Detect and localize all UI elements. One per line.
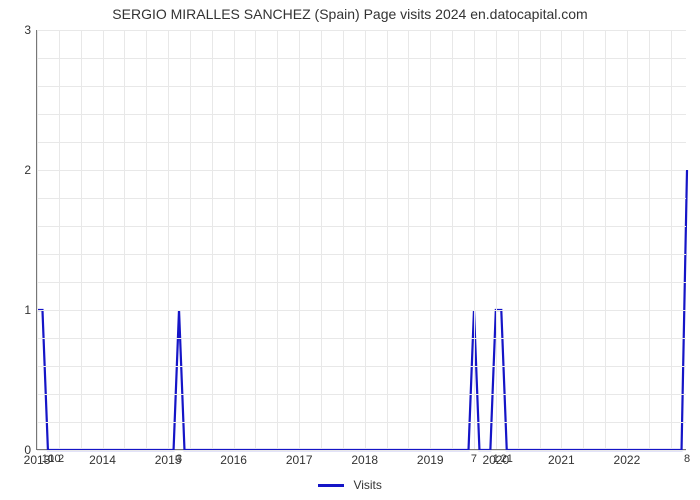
x-tick-label: 2022 [614,449,641,467]
gridline-v [190,30,191,449]
gridline-v [277,30,278,449]
gridline-v [255,30,256,449]
gridline-v [649,30,650,449]
y-tick-label: 1 [24,303,37,317]
gridline-h [37,282,686,283]
gridline-v [387,30,388,449]
y-tick-label: 3 [24,23,37,37]
gridline-v [103,30,104,449]
gridline-h [37,142,686,143]
gridline-v [474,30,475,449]
gridline-v [321,30,322,449]
gridline-h [37,226,686,227]
x-tick-label: 2019 [417,449,444,467]
gridline-v [59,30,60,449]
gridline-h [37,422,686,423]
y-tick-label: 2 [24,163,37,177]
gridline-v [343,30,344,449]
visits-line [37,30,687,450]
x-tick-label: 2021 [548,449,575,467]
x-tick-label: 2014 [89,449,116,467]
gridline-v [540,30,541,449]
gridline-h [37,30,686,31]
x-value-label: 8 [684,449,690,465]
gridline-v [37,30,38,449]
chart-container: SERGIO MIRALLES SANCHEZ (Spain) Page vis… [0,0,700,500]
gridline-h [37,310,686,311]
gridline-v [124,30,125,449]
gridline-v [168,30,169,449]
x-tick-label: 2017 [286,449,313,467]
plot-area: 0123201320142015201620172018201920202021… [36,30,686,450]
chart-title: SERGIO MIRALLES SANCHEZ (Spain) Page vis… [0,6,700,22]
gridline-v [627,30,628,449]
gridline-v [299,30,300,449]
x-value-label: 3 [176,449,182,465]
gridline-v [408,30,409,449]
x-tick-label: 2018 [351,449,378,467]
gridline-h [37,198,686,199]
gridline-h [37,58,686,59]
gridline-h [37,86,686,87]
gridline-h [37,114,686,115]
gridline-v [234,30,235,449]
gridline-v [452,30,453,449]
x-tick-label: 2016 [220,449,247,467]
gridline-h [37,338,686,339]
gridline-v [81,30,82,449]
gridline-v [430,30,431,449]
gridline-h [37,366,686,367]
gridline-v [146,30,147,449]
x-value-label: 1 [493,449,499,465]
gridline-v [605,30,606,449]
gridline-v [212,30,213,449]
legend-swatch [318,484,344,487]
gridline-v [496,30,497,449]
gridline-v [365,30,366,449]
legend: Visits [0,478,700,492]
gridline-v [671,30,672,449]
x-value-label: 2 [58,449,64,465]
gridline-v [561,30,562,449]
legend-label: Visits [353,478,381,492]
gridline-v [583,30,584,449]
x-value-label: 21 [501,449,513,465]
x-value-label: 7 [471,449,477,465]
gridline-h [37,394,686,395]
gridline-h [37,254,686,255]
gridline-v [518,30,519,449]
gridline-h [37,170,686,171]
